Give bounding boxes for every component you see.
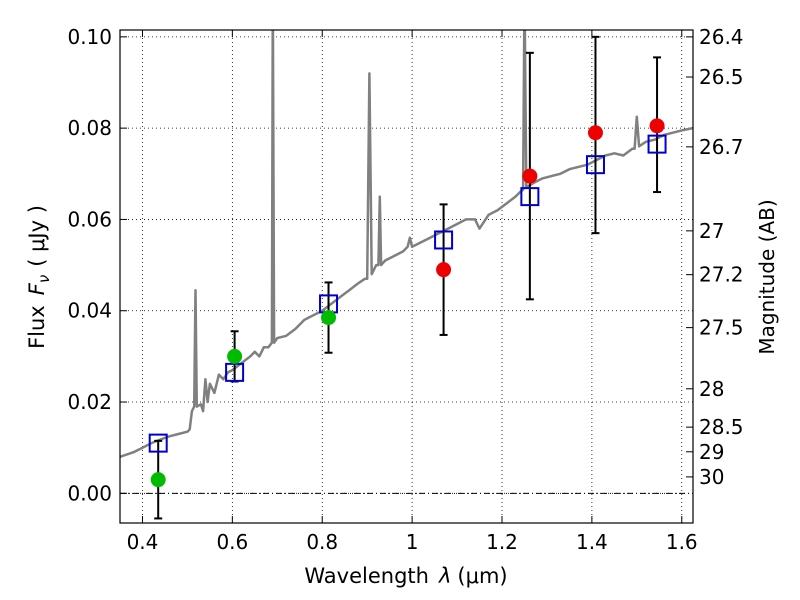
- y-tick-label: 0.08: [67, 116, 112, 140]
- model-photometry-square: [434, 230, 454, 250]
- right-tick-label: 29: [699, 440, 724, 464]
- x-tick-label: 0.6: [216, 530, 248, 554]
- right-tick-label: 26.7: [699, 135, 744, 159]
- right-tick-label: 27.2: [699, 263, 744, 287]
- photometry-point: [587, 125, 603, 141]
- x-tick-label: 0.8: [306, 530, 338, 554]
- right-tick-label: 28: [699, 377, 724, 401]
- right-tick-label: 27.5: [699, 316, 744, 340]
- plot-area: [120, 30, 693, 523]
- model-spectrum-line: [120, 30, 693, 458]
- right-tick-label: 26.4: [699, 25, 744, 49]
- x-tick-label: 0.4: [127, 530, 159, 554]
- y-axis-label: FluxFν( μJy ): [25, 205, 53, 349]
- photometry-point: [436, 262, 452, 278]
- plot-frame: [119, 29, 694, 524]
- y-tick-label: 0.00: [67, 481, 112, 505]
- y-tick-label: 0.10: [67, 25, 112, 49]
- right-tick-label: 28.5: [699, 415, 744, 439]
- y-tick-label: 0.02: [67, 390, 112, 414]
- y-tick-label: 0.06: [67, 207, 112, 231]
- ticks-layer: 0.4 0.6 0.8 1 1.2 1.4 1.6 0.00 0.02 0.04 0.06 0.08 0…: [67, 25, 743, 554]
- right-tick-label: 30: [699, 465, 724, 489]
- x-tick-label: 1.6: [666, 530, 698, 554]
- right-tick-label: 26.5: [699, 65, 744, 89]
- right-axis-label: Magnitude (AB): [755, 199, 779, 354]
- x-tick-label: 1.2: [486, 530, 518, 554]
- photometry-point: [150, 472, 166, 488]
- photometry-point: [227, 348, 243, 364]
- photometry-point: [649, 118, 665, 134]
- marker-layer: [148, 35, 667, 520]
- y-tick-label: 0.04: [67, 299, 112, 323]
- x-tick-label: 1.4: [576, 530, 608, 554]
- model-photometry-square: [585, 155, 605, 175]
- x-axis-label: Wavelength λ (μm): [304, 564, 507, 588]
- plot-layer: [120, 30, 693, 458]
- photometry-point: [321, 310, 337, 326]
- x-tick-label: 1: [406, 530, 419, 554]
- right-tick-label: 27: [699, 219, 724, 243]
- photometry-point: [522, 168, 538, 184]
- model-photometry-square: [520, 187, 540, 207]
- model-photometry-square: [148, 433, 168, 453]
- model-photometry-square: [647, 134, 667, 154]
